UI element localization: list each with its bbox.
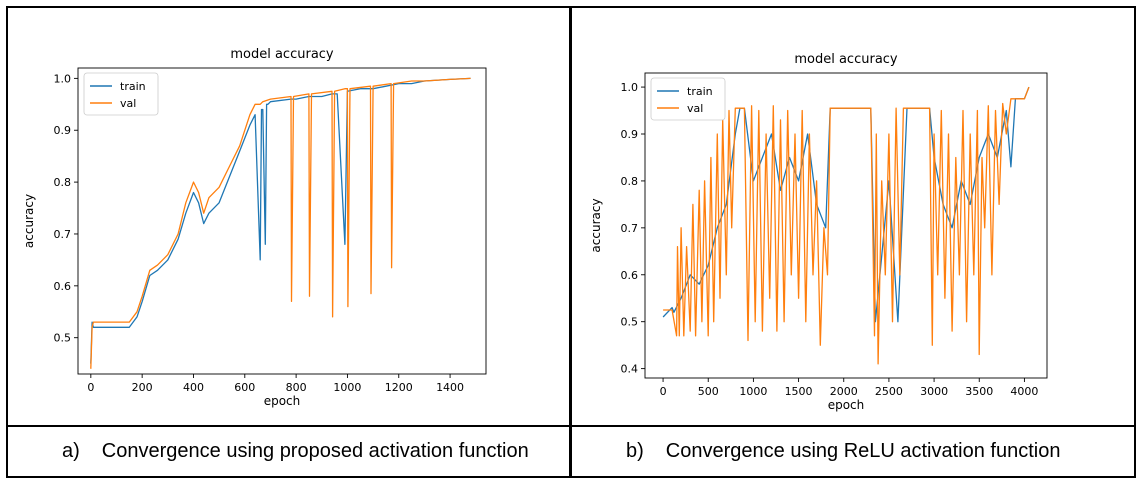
- caption-a-letter: a): [62, 440, 80, 462]
- chart-b-svg: model accuracy 0 500 1000 1500 2000 2500 3000 35…: [589, 52, 1048, 412]
- x-tick-label: 800: [286, 381, 307, 394]
- legend-box: [650, 77, 726, 121]
- x-axis-label: epoch: [828, 398, 865, 412]
- x-tick-label: 600: [234, 381, 255, 394]
- series-line-train: [90, 77, 471, 364]
- y-tick-label: 0.6: [621, 269, 639, 282]
- y-tick-label: 0.5: [621, 316, 639, 329]
- x-tick-label: 1200: [385, 381, 413, 394]
- plot-area-frame: [644, 72, 1048, 379]
- y-tick-label: 0.7: [54, 228, 72, 241]
- x-tick-label: 500: [698, 385, 719, 398]
- y-tick-label: 1.0: [54, 72, 72, 85]
- y-tick-label: 1.0: [621, 81, 639, 94]
- chart-a-svg: model accuracy 0 200 400 600 800 1000 1200 1400 0…: [22, 47, 487, 408]
- x-tick-label: 1500: [785, 385, 813, 398]
- chart-title: model accuracy: [794, 52, 898, 67]
- legend-box: [83, 72, 159, 116]
- y-tick-label: 0.6: [54, 280, 72, 293]
- chart-title: model accuracy: [230, 47, 334, 62]
- x-tick-label: 2000: [830, 385, 858, 398]
- caption-b-text: Convergence using ReLU activation functi…: [665, 440, 1061, 462]
- caption-b-letter: b): [626, 440, 644, 462]
- legend: train val: [650, 77, 726, 121]
- x-tick-label: 3500: [965, 385, 993, 398]
- x-tick-label: 4000: [1010, 385, 1038, 398]
- y-axis-label: accuracy: [589, 198, 603, 252]
- x-axis-label: epoch: [264, 394, 301, 408]
- chart-panel-a: model accuracy 0 200 400 600 800 1000 1200 1400 0…: [8, 8, 569, 423]
- caption-a-text: Convergence using proposed activation fu…: [101, 440, 529, 462]
- x-tick-label: 1000: [739, 385, 767, 398]
- caption-a: a) Convergence using proposed activation…: [62, 427, 529, 476]
- x-tick-label: 1400: [436, 381, 464, 394]
- caption-divider: [6, 425, 1136, 427]
- y-tick-label: 0.9: [54, 124, 72, 137]
- y-tick-label: 0.4: [621, 363, 639, 376]
- legend-label-train: train: [687, 85, 713, 98]
- y-tick-label: 0.8: [621, 175, 639, 188]
- y-tick-label: 0.9: [621, 128, 639, 141]
- chart-panel-b: model accuracy 0 500 1000 1500 2000 2500 3000 35…: [572, 8, 1134, 423]
- legend: train val: [83, 72, 159, 116]
- caption-b: b) Convergence using ReLU activation fun…: [626, 427, 1060, 476]
- y-tick-label: 0.8: [54, 176, 72, 189]
- plot-area-frame: [77, 67, 487, 375]
- y-tick-label: 0.7: [621, 222, 639, 235]
- x-tick-label: 0: [87, 381, 94, 394]
- y-axis-label: accuracy: [22, 194, 36, 248]
- x-tick-label: 0: [660, 385, 667, 398]
- series-line-val: [663, 86, 1030, 365]
- vertical-divider: [569, 6, 572, 478]
- x-tick-label: 2500: [875, 385, 903, 398]
- legend-label-val: val: [120, 97, 136, 110]
- x-tick-label: 3000: [920, 385, 948, 398]
- y-tick-label: 0.5: [54, 332, 72, 345]
- x-tick-label: 200: [132, 381, 153, 394]
- legend-label-train: train: [120, 80, 146, 93]
- x-tick-label: 1000: [333, 381, 361, 394]
- x-tick-label: 400: [183, 381, 204, 394]
- legend-label-val: val: [687, 102, 703, 115]
- series-line-val: [90, 77, 471, 369]
